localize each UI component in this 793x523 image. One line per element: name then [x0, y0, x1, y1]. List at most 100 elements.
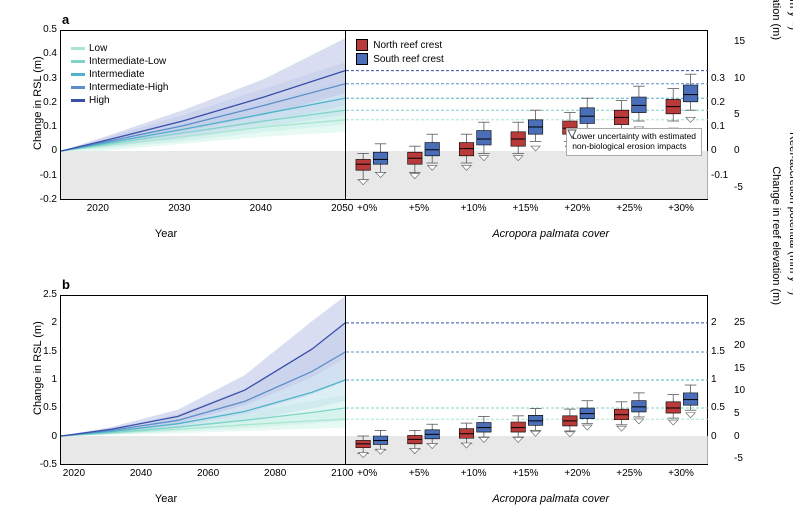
ytick-right2: 10 — [734, 73, 745, 84]
legend-high: High — [71, 95, 110, 106]
ytick-right2: 25 — [734, 317, 745, 328]
xtick-year: 2030 — [168, 203, 190, 214]
right-chart-b — [345, 296, 708, 464]
ytick-right2: 15 — [734, 363, 745, 374]
y-axis-right1-label-b: Change in reef elevation (m) — [770, 166, 782, 305]
ytick-right1: 0.5 — [711, 402, 725, 413]
ytick-left: 2.5 — [43, 289, 57, 300]
legend-int-low-label: Intermediate-Low — [89, 56, 166, 67]
ytick-left: 0 — [51, 145, 57, 156]
ytick-right2: 5 — [734, 408, 740, 419]
ytick-right2: 0 — [734, 431, 740, 442]
xtick-cover: +25% — [616, 468, 642, 479]
panel-b-label: b — [62, 277, 70, 292]
legend-low-label: Low — [89, 43, 107, 54]
x-label-year-a: Year — [155, 228, 177, 240]
ytick-right2: -5 — [734, 453, 743, 464]
xtick-cover: +10% — [461, 468, 487, 479]
xtick-cover: +5% — [409, 468, 429, 479]
y-axis-right2-label-b: Reef-accretion potential (mm y⁻¹) — [787, 132, 793, 295]
x-label-cover-a: Acropora palmata cover — [492, 228, 609, 240]
ytick-left: 1 — [51, 374, 57, 385]
xtick-cover: +30% — [668, 203, 694, 214]
legend-north-label: North reef crest — [373, 40, 442, 51]
ytick-left: 0.5 — [43, 402, 57, 413]
legend-south: South reef crest — [356, 53, 444, 65]
ytick-left: -0.5 — [40, 459, 57, 470]
xtick-year: 2020 — [63, 468, 85, 479]
xtick-cover: +15% — [513, 203, 539, 214]
ytick-left: 1.5 — [43, 346, 57, 357]
xtick-year: 2020 — [87, 203, 109, 214]
ytick-right1: 1.5 — [711, 346, 725, 357]
int-high-swatch — [71, 86, 85, 89]
ytick-right1: 1 — [711, 374, 717, 385]
legend-low: Low — [71, 43, 107, 54]
xtick-year: 2060 — [197, 468, 219, 479]
ytick-right2: -5 — [734, 182, 743, 193]
ytick-left: 2 — [51, 317, 57, 328]
ytick-left: 0.5 — [43, 24, 57, 35]
ytick-left: 0.1 — [43, 121, 57, 132]
left-chart-a: Low Intermediate-Low Intermediate Interm… — [61, 31, 345, 199]
panel-a-label: a — [62, 12, 69, 27]
legend-north: North reef crest — [356, 39, 442, 51]
int-low-swatch — [71, 60, 85, 63]
ytick-right2: 10 — [734, 385, 745, 396]
legend-int: Intermediate — [71, 69, 145, 80]
high-swatch — [71, 99, 85, 102]
ytick-right2: 5 — [734, 109, 740, 120]
ytick-right1: 0 — [711, 431, 717, 442]
ytick-right2: 20 — [734, 340, 745, 351]
ytick-left: 0.2 — [43, 97, 57, 108]
line-chart-b-svg — [61, 296, 345, 464]
x-label-cover-b-text: Acropora palmata cover — [492, 493, 609, 505]
x-label-year-b: Year — [155, 493, 177, 505]
y-axis-right1-label-a: Change in reef elevation (m) — [770, 0, 782, 40]
legend-high-label: High — [89, 95, 110, 106]
xtick-year: 2040 — [130, 468, 152, 479]
ytick-left: 0.3 — [43, 73, 57, 84]
legend-int-high-label: Intermediate-High — [89, 82, 168, 93]
legend-int-label: Intermediate — [89, 69, 145, 80]
int-swatch — [71, 73, 85, 76]
legend-south-label: South reef crest — [373, 54, 444, 65]
ytick-right2: 15 — [734, 36, 745, 47]
legend-int-low: Intermediate-Low — [71, 56, 166, 67]
ytick-left: 0.4 — [43, 48, 57, 59]
ytick-left: -0.2 — [40, 194, 57, 205]
xtick-cover: +10% — [461, 203, 487, 214]
xtick-cover: +0% — [357, 203, 377, 214]
xtick-cover: +25% — [616, 203, 642, 214]
x-label-cover-b: Acropora palmata cover — [492, 493, 609, 505]
xtick-year: 2040 — [250, 203, 272, 214]
xtick-year: 2100 — [331, 468, 353, 479]
x-label-cover-a-text: Acropora palmata cover — [492, 228, 609, 240]
xtick-cover: +15% — [513, 468, 539, 479]
north-swatch — [356, 39, 368, 51]
xtick-cover: +30% — [668, 468, 694, 479]
xtick-cover: +20% — [564, 468, 590, 479]
ytick-right1: 2 — [711, 317, 717, 328]
inset-legend: Lower uncertainty with estimated non-bio… — [566, 128, 702, 156]
figure: a Change in RSL (m) Change in reef eleva… — [0, 0, 793, 523]
low-swatch — [71, 47, 85, 50]
inset-legend-label: Lower uncertainty with estimated non-bio… — [572, 132, 696, 152]
xtick-year: 2050 — [331, 203, 353, 214]
ytick-left: 0 — [51, 431, 57, 442]
panel-b: b Change in RSL (m) Change in reef eleva… — [40, 275, 758, 505]
chart-area-b — [60, 295, 708, 465]
ytick-right1: 0 — [711, 145, 717, 156]
panel-a: a Change in RSL (m) Change in reef eleva… — [40, 10, 758, 240]
legend-int-high: Intermediate-High — [71, 82, 168, 93]
ytick-right1: -0.1 — [711, 170, 728, 181]
chart-area-a: Low Intermediate-Low Intermediate Interm… — [60, 30, 708, 200]
left-chart-b — [61, 296, 345, 464]
ytick-right1: 0.1 — [711, 121, 725, 132]
xtick-cover: +20% — [564, 203, 590, 214]
ytick-right2: 0 — [734, 145, 740, 156]
xtick-year: 2080 — [264, 468, 286, 479]
right-chart-a: North reef crest South reef crest Lower … — [345, 31, 708, 199]
ytick-right1: 0.3 — [711, 73, 725, 84]
xtick-cover: +5% — [409, 203, 429, 214]
